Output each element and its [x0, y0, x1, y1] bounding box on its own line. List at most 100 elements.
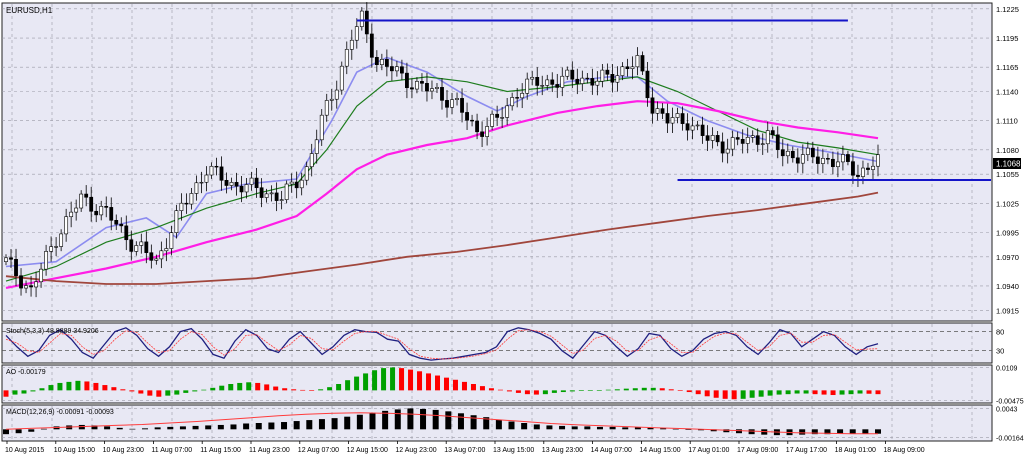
candle-body — [715, 135, 720, 143]
y-tick-label: -0.00164 — [996, 435, 1024, 442]
candle — [89, 186, 94, 222]
ao-bar — [129, 390, 135, 392]
candle-body — [415, 81, 419, 90]
candle-body — [169, 232, 174, 249]
ao-bar — [605, 389, 611, 391]
ao-bar — [381, 368, 387, 391]
macd-bar — [306, 420, 313, 430]
macd-bar — [230, 424, 237, 430]
candle-body — [610, 73, 615, 83]
stoch-title: Stoch(5,3,3) 48.8889 34.9206 — [6, 328, 99, 335]
candle — [239, 175, 244, 203]
candle-body — [184, 202, 189, 205]
candle-body — [495, 113, 500, 118]
candle — [871, 156, 875, 180]
candle-body — [334, 89, 339, 100]
candle-body — [134, 245, 139, 252]
macd-bar — [495, 419, 502, 430]
candle-body — [59, 233, 64, 247]
ao-bar — [228, 384, 234, 391]
candle-body — [94, 210, 99, 216]
candle — [214, 157, 219, 176]
candle — [470, 114, 474, 127]
candle — [24, 280, 28, 294]
candle — [800, 144, 805, 174]
ao-bar — [12, 390, 18, 395]
candle-body — [520, 92, 525, 99]
macd-bar — [179, 426, 186, 430]
candle-body — [625, 66, 630, 70]
macd-bar — [748, 429, 755, 435]
candle — [134, 241, 139, 256]
x-tick-label: 11 Aug 15:00 — [200, 447, 241, 454]
ao-bar — [174, 390, 180, 395]
macd-bar — [192, 425, 199, 430]
ao-title: AO -0.00179 — [6, 369, 46, 376]
ao-bar — [614, 389, 620, 391]
candle — [435, 82, 439, 93]
candle — [179, 193, 184, 221]
candle-body — [64, 216, 69, 235]
candle — [830, 151, 835, 175]
candle — [765, 121, 770, 153]
candle — [364, 2, 369, 43]
x-tick-label: 13 Aug 07:00 — [444, 447, 485, 454]
ao-bar — [533, 390, 539, 395]
ao-bar — [147, 390, 153, 396]
ao-bar — [650, 387, 656, 391]
candle-body — [645, 70, 650, 99]
candle-body — [856, 174, 860, 177]
candle-body — [861, 167, 865, 177]
candle — [400, 59, 404, 81]
ao-bar — [237, 382, 243, 391]
candle — [625, 58, 630, 77]
candle-body — [189, 193, 194, 205]
candle — [710, 127, 715, 149]
ao-bar — [488, 388, 494, 391]
ao-bar — [273, 386, 279, 391]
candle-body — [374, 57, 379, 65]
candle — [520, 83, 525, 109]
candle-body — [354, 26, 359, 41]
macd-bar — [281, 422, 288, 430]
candle — [294, 171, 299, 199]
candle-body — [389, 66, 394, 72]
candle-body — [99, 206, 104, 216]
candle — [605, 63, 610, 81]
candle — [159, 241, 164, 269]
candle — [856, 164, 860, 188]
x-tick-label: 11 Aug 07:00 — [151, 447, 192, 454]
candle — [851, 152, 855, 185]
candle — [4, 254, 8, 266]
candle — [525, 72, 530, 100]
ao-bar — [3, 390, 9, 397]
ao-bar — [659, 388, 665, 391]
ao-bar — [111, 387, 117, 391]
ao-bar — [219, 385, 225, 391]
macd-bar — [344, 416, 351, 430]
candle — [630, 56, 635, 80]
ao-bar — [506, 390, 512, 392]
x-tick-label: 17 Aug 01:00 — [688, 447, 729, 454]
candle — [44, 244, 48, 276]
candle-body — [109, 207, 114, 221]
candle — [530, 71, 535, 86]
candle-body — [655, 108, 660, 114]
candle — [670, 107, 675, 134]
ao-bar — [246, 382, 252, 391]
candle — [510, 92, 515, 111]
candle — [505, 97, 510, 126]
candle-body — [545, 79, 550, 86]
macd-bar — [356, 414, 363, 430]
ao-bar — [417, 371, 423, 391]
candle — [254, 167, 259, 198]
x-tick-label: 10 Aug 2015 — [5, 447, 44, 454]
x-tick-label: 10 Aug 23:00 — [103, 447, 144, 454]
candle-body — [39, 268, 43, 283]
candle-body — [841, 154, 845, 163]
candle-body — [560, 75, 565, 88]
ao-bar — [587, 390, 593, 391]
candle — [29, 275, 33, 297]
macd-bar — [837, 429, 844, 434]
candle-body — [309, 153, 314, 168]
